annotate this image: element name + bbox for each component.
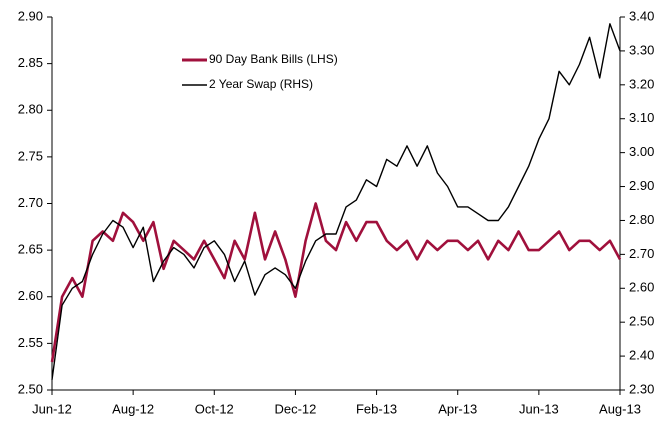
y-tick-label: 2.85	[18, 55, 43, 70]
y2-tick-label: 3.20	[629, 76, 654, 91]
y2-tick-label: 3.30	[629, 42, 654, 57]
x-tick-label: Jun-12	[32, 401, 72, 416]
y-tick-label: 2.75	[18, 148, 43, 163]
legend-label: 90 Day Bank Bills (LHS)	[209, 52, 338, 66]
y2-tick-label: 2.90	[629, 178, 654, 193]
y-tick-label: 2.80	[18, 102, 43, 117]
y2-tick-label: 2.30	[629, 381, 654, 396]
x-tick-label: Oct-12	[195, 401, 234, 416]
y2-tick-label: 2.40	[629, 348, 654, 363]
y2-tick-label: 3.10	[629, 110, 654, 125]
y-tick-label: 2.55	[18, 335, 43, 350]
x-tick-label: Jun-13	[519, 401, 559, 416]
x-tick-label: Feb-13	[356, 401, 397, 416]
y-tick-label: 2.90	[18, 8, 43, 23]
legend-label: 2 Year Swap (RHS)	[209, 77, 313, 91]
y-tick-label: 2.50	[18, 381, 43, 396]
y2-tick-label: 3.40	[629, 8, 654, 23]
y-tick-label: 2.65	[18, 242, 43, 257]
y2-tick-label: 3.00	[629, 144, 654, 159]
series-line	[50, 202, 622, 363]
y2-tick-label: 2.60	[629, 280, 654, 295]
y2-tick-label: 2.70	[629, 246, 654, 261]
y-tick-label: 2.70	[18, 195, 43, 210]
x-tick-label: Aug-12	[112, 401, 154, 416]
y-tick-label: 2.60	[18, 288, 43, 303]
x-tick-label: Dec-12	[274, 401, 316, 416]
y2-tick-label: 2.50	[629, 314, 654, 329]
axis-frame	[51, 17, 621, 391]
x-tick-label: Aug-13	[599, 401, 641, 416]
y2-tick-label: 2.80	[629, 212, 654, 227]
x-tick-label: Apr-13	[438, 401, 477, 416]
series-line	[51, 23, 621, 380]
